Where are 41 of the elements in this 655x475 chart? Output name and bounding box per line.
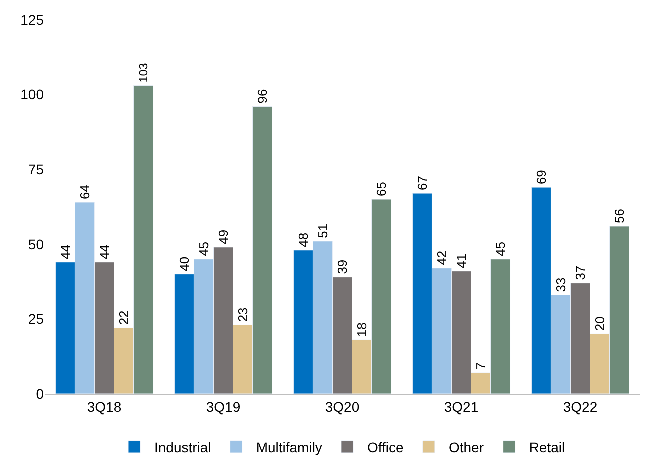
data-label: 96 [255, 89, 270, 104]
y-tick-label: 75 [28, 162, 44, 178]
data-label: 39 [335, 260, 350, 274]
x-tick-label: 3Q21 [444, 398, 479, 415]
legend-label: Office [367, 439, 404, 456]
data-label: 67 [414, 176, 430, 191]
data-label: 56 [612, 208, 628, 224]
data-label: 44 [97, 244, 112, 260]
y-tick-label: 50 [28, 236, 44, 252]
data-label: 33 [553, 278, 568, 292]
x-tick-label: 3Q20 [325, 398, 360, 415]
x-tick-label: 3Q22 [563, 398, 598, 415]
data-label: 103 [138, 63, 151, 83]
data-label: 37 [573, 266, 588, 280]
data-label: 7 [474, 362, 489, 370]
data-label: 65 [374, 182, 390, 197]
data-label: 20 [592, 316, 608, 332]
y-tick-label: 25 [28, 311, 44, 328]
data-label: 42 [434, 250, 450, 266]
data-label: 22 [116, 310, 132, 326]
data-label: 41 [454, 254, 469, 268]
legend-label: Industrial [154, 439, 212, 456]
data-label: 23 [236, 308, 251, 322]
data-label: 40 [176, 256, 192, 272]
data-label: 18 [354, 322, 370, 338]
data-label: 45 [196, 242, 212, 256]
legend-label: Other [448, 439, 484, 456]
x-tick-label: 3Q19 [206, 398, 241, 415]
data-label: 44 [58, 244, 73, 260]
x-tick-label: 3Q18 [87, 398, 122, 415]
data-label: 51 [315, 224, 330, 238]
data-label: 49 [216, 230, 231, 244]
y-tick-label: 100 [20, 86, 44, 103]
legend-label: Multifamily [256, 439, 322, 456]
legend-label: Retail [529, 439, 566, 456]
data-label: 45 [493, 242, 508, 256]
data-label: 48 [296, 232, 311, 248]
y-tick-label: 0 [36, 386, 44, 402]
data-label: 69 [534, 170, 549, 185]
data-label: 64 [77, 185, 92, 200]
y-tick-label: 125 [20, 12, 44, 28]
